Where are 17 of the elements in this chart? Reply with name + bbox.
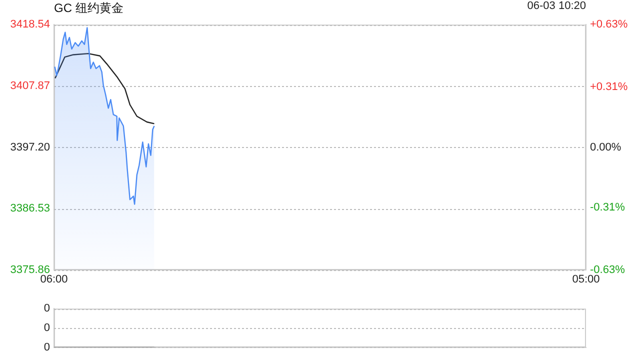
y2-tick-label: +0.31%	[590, 80, 628, 93]
y-tick-label: 0	[44, 341, 50, 354]
y-tick-label: 3397.20	[10, 141, 50, 154]
y-tick-label: 3418.54	[10, 18, 50, 31]
text: 06-03 10:20	[527, 0, 586, 12]
y2-tick-label: 0.00%	[590, 141, 622, 154]
y2-tick-label: +0.63%	[590, 18, 628, 31]
y-tick-label: 3375.86	[10, 264, 50, 276]
y-tick-label: 3386.53	[10, 202, 50, 215]
x-tick-label: 05:00	[572, 274, 600, 286]
y-tick-label: 0	[44, 302, 50, 315]
y2-tick-label: -0.63%	[590, 264, 626, 276]
y-tick-label: 0	[44, 322, 50, 334]
y-tick-label: 3407.87	[10, 80, 50, 92]
x-tick-label: 06:00	[40, 274, 68, 286]
chart-title: GC 纽约黄金	[54, 0, 124, 17]
y2-tick-label: -0.31%	[590, 202, 626, 214]
